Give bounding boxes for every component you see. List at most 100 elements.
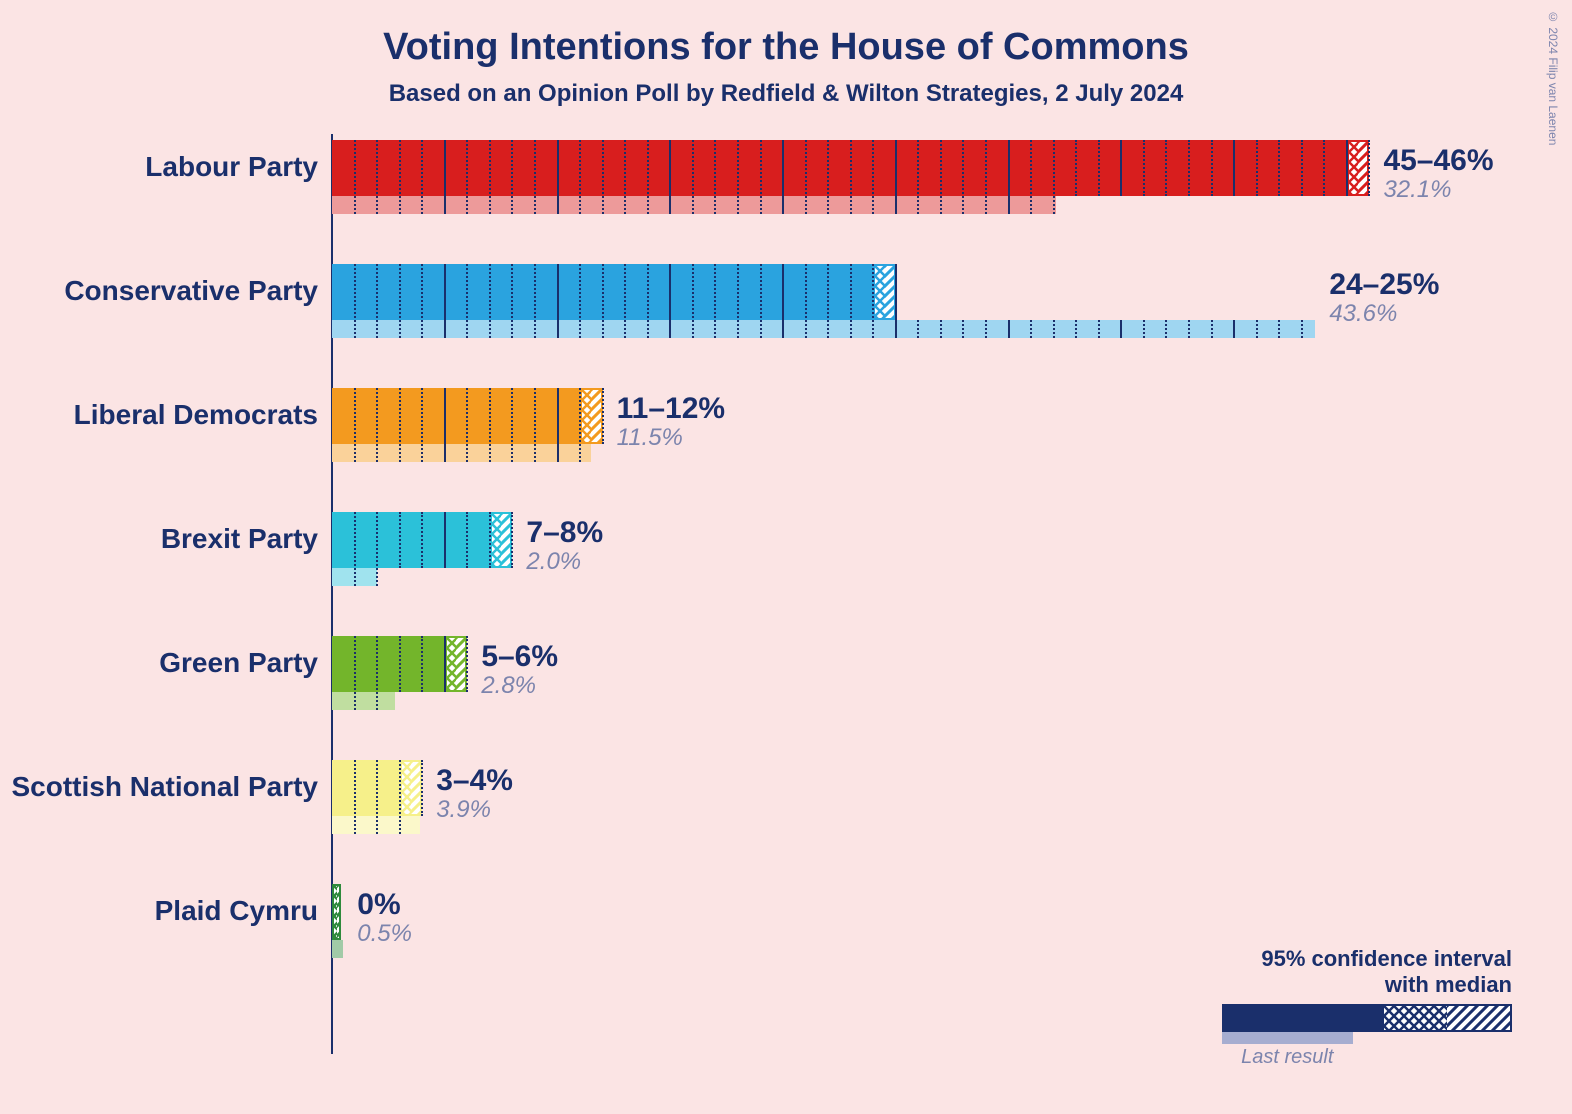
- chart-root: Voting Intentions for the House of Commo…: [0, 0, 1572, 1114]
- gridline-minor: [760, 140, 762, 214]
- gridline-minor: [399, 140, 401, 214]
- gridline-minor: [1323, 140, 1325, 196]
- gridline-minor: [1188, 320, 1190, 338]
- gridline-minor: [466, 388, 468, 462]
- gridline-minor: [579, 388, 581, 462]
- confidence-interval-cap: [873, 264, 884, 320]
- gridline-minor: [399, 264, 401, 338]
- legend-main-bar: [1222, 1004, 1382, 1032]
- gridline-minor: [354, 760, 356, 834]
- value-range: 5–6%: [481, 640, 558, 674]
- gridline-minor: [827, 140, 829, 214]
- gridline-minor: [1165, 140, 1167, 196]
- legend-last-bar: [1222, 1032, 1353, 1044]
- value-range: 0%: [357, 888, 400, 922]
- gridline-major: [895, 140, 897, 214]
- gridline-major: [1120, 140, 1122, 196]
- gridline-minor: [1211, 320, 1213, 338]
- value-range: 11–12%: [617, 392, 725, 426]
- party-label: Labour Party: [145, 151, 318, 183]
- gridline-major: [782, 264, 784, 338]
- gridline-minor: [602, 388, 604, 444]
- gridline-minor: [534, 140, 536, 214]
- poll-bar: [332, 760, 400, 816]
- party-label: Scottish National Party: [11, 771, 318, 803]
- chart-title: Voting Intentions for the House of Commo…: [0, 26, 1572, 69]
- gridline-minor: [399, 760, 401, 834]
- gridline-minor: [466, 636, 468, 692]
- gridline-minor: [1143, 140, 1145, 196]
- gridline-minor: [489, 264, 491, 338]
- legend-bars: Last result: [1222, 1004, 1512, 1074]
- gridline-minor: [940, 140, 942, 214]
- poll-bar: [332, 388, 580, 444]
- gridline-minor: [489, 388, 491, 462]
- gridline-minor: [421, 140, 423, 214]
- value-range: 45–46%: [1383, 144, 1493, 178]
- gridline-minor: [737, 264, 739, 338]
- gridline-minor: [466, 140, 468, 214]
- gridline-minor: [534, 264, 536, 338]
- gridline-minor: [579, 264, 581, 338]
- gridline-minor: [1278, 320, 1280, 338]
- party-label: Liberal Democrats: [74, 399, 318, 431]
- gridline-minor: [376, 264, 378, 338]
- value-last: 11.5%: [617, 424, 683, 452]
- copyright-notice: © 2024 Filip van Laenen: [1546, 10, 1560, 145]
- gridline-minor: [376, 512, 378, 586]
- gridline-major: [444, 388, 446, 462]
- poll-bar: [332, 636, 445, 692]
- party-row: Labour Party45–46%32.1%: [332, 134, 1392, 258]
- value-range: 24–25%: [1329, 268, 1439, 302]
- legend-title-line2: with median: [1222, 972, 1512, 998]
- gridline-major: [444, 140, 446, 214]
- value-last: 2.8%: [481, 672, 536, 700]
- gridline-minor: [692, 264, 694, 338]
- party-row: Brexit Party7–8%2.0%: [332, 506, 1392, 630]
- gridline-minor: [399, 388, 401, 462]
- value-last: 32.1%: [1383, 176, 1451, 204]
- plot-area: Labour Party45–46%32.1%Conservative Part…: [332, 134, 1392, 1054]
- gridline-minor: [399, 636, 401, 692]
- gridline-minor: [692, 140, 694, 214]
- gridline-minor: [940, 320, 942, 338]
- gridline-major: [782, 140, 784, 214]
- gridline-major: [1008, 140, 1010, 214]
- gridline-minor: [354, 140, 356, 214]
- gridline-minor: [489, 140, 491, 214]
- gridline-major: [444, 512, 446, 568]
- gridline-minor: [1143, 320, 1145, 338]
- gridline-major: [669, 140, 671, 214]
- gridline-major: [669, 264, 671, 338]
- gridline-minor: [1211, 140, 1213, 196]
- party-row: Conservative Party24–25%43.6%: [332, 258, 1392, 382]
- gridline-minor: [466, 264, 468, 338]
- gridline-minor: [602, 264, 604, 338]
- gridline-minor: [985, 320, 987, 338]
- last-result-bar: [332, 320, 1315, 338]
- gridline-major: [557, 264, 559, 338]
- gridline-major: [1233, 320, 1235, 338]
- last-result-bar: [332, 444, 591, 462]
- gridline-minor: [511, 264, 513, 338]
- party-row: Green Party5–6%2.8%: [332, 630, 1392, 754]
- gridline-minor: [872, 140, 874, 214]
- gridline-minor: [1098, 320, 1100, 338]
- gridline-minor: [354, 512, 356, 586]
- party-row: Liberal Democrats11–12%11.5%: [332, 382, 1392, 506]
- gridline-minor: [1165, 320, 1167, 338]
- confidence-interval-cap: [445, 636, 456, 692]
- gridline-minor: [579, 140, 581, 214]
- gridline-minor: [737, 140, 739, 214]
- gridline-minor: [917, 140, 919, 214]
- party-row: Scottish National Party3–4%3.9%: [332, 754, 1392, 878]
- gridline-minor: [1368, 140, 1370, 196]
- gridline-minor: [421, 388, 423, 462]
- poll-bar: [332, 140, 1347, 196]
- value-last: 2.0%: [526, 548, 581, 576]
- gridline-minor: [466, 512, 468, 568]
- legend-hatch-cap: [1382, 1004, 1447, 1032]
- party-label: Plaid Cymru: [155, 895, 318, 927]
- gridline-minor: [962, 140, 964, 214]
- chart-subtitle: Based on an Opinion Poll by Redfield & W…: [0, 80, 1572, 108]
